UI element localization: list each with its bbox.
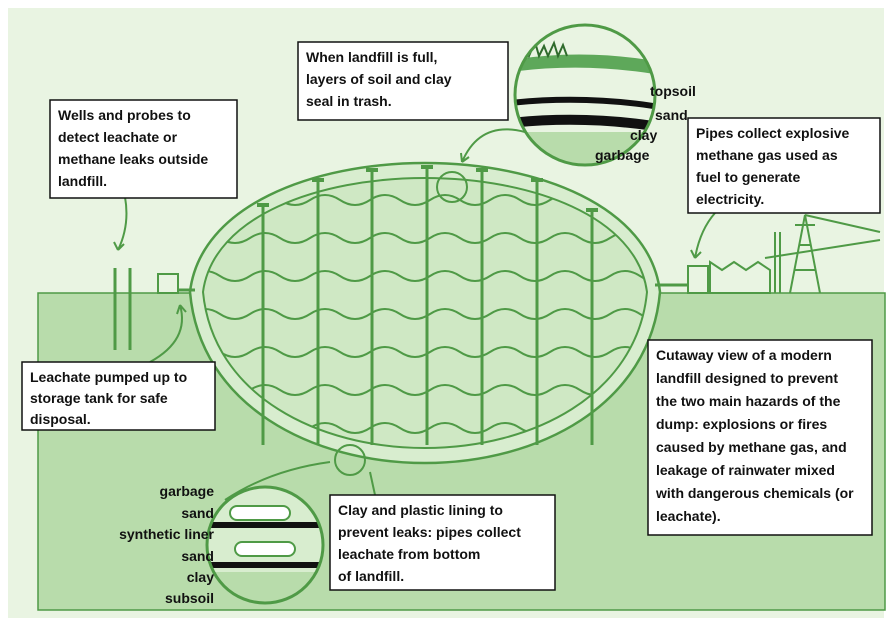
- callout-text: leachate).: [656, 508, 721, 524]
- leader: [113, 196, 128, 251]
- callout-text: Cutaway view of a modern: [656, 347, 832, 363]
- callout-box: [647, 339, 873, 536]
- layer-label: clay: [187, 569, 214, 585]
- callout-text: Wells and probes to: [58, 107, 191, 123]
- waste-line: [203, 232, 647, 244]
- tank: [687, 265, 709, 294]
- callout-text: with dangerous chemicals (or: [655, 485, 854, 501]
- labels: Wells and probes to detect leachate or met…: [21, 41, 881, 606]
- leader: [149, 304, 187, 363]
- callout-box: [329, 494, 556, 591]
- callout-text: landfill.: [58, 173, 107, 189]
- layer-label: garbage: [595, 147, 650, 163]
- callout-text: leachate from bottom: [338, 546, 480, 562]
- gas-pipes: [257, 165, 598, 445]
- waste-line: [203, 308, 647, 320]
- callout-text: Pipes collect explosive: [696, 125, 850, 141]
- leader: [224, 461, 331, 501]
- callout-text: fuel to generate: [696, 169, 800, 185]
- layer-label: topsoil: [650, 83, 696, 99]
- layer-label: sand: [655, 107, 688, 123]
- waste-line: [203, 384, 647, 396]
- magnifier-rim: [513, 23, 657, 167]
- layer-label: clay: [630, 127, 657, 143]
- callout-box: [687, 117, 881, 214]
- callout-text: When landfill is full,: [306, 49, 437, 65]
- callout-text: methane gas used as: [696, 147, 838, 163]
- callout-text: caused by methane gas, and: [656, 439, 847, 455]
- callout-text: the two main hazards of the: [656, 393, 841, 409]
- callout-text: Leachate pumped up to: [30, 369, 187, 385]
- detail-circle: [334, 444, 366, 476]
- leader: [369, 471, 376, 496]
- callout-text: disposal.: [30, 411, 91, 427]
- layer-label: subsoil: [165, 590, 214, 606]
- callout-text: of landfill.: [338, 568, 404, 584]
- waste-line: [203, 270, 647, 282]
- layer-label: sand: [181, 505, 214, 521]
- magnifier-rim: [205, 485, 325, 605]
- callout-text: storage tank for safe: [30, 390, 168, 406]
- pylon: [764, 214, 881, 294]
- callout-text: leakage of rainwater mixed: [656, 462, 835, 478]
- callout-text: layers of soil and clay: [306, 71, 452, 87]
- storage-tank: [157, 273, 179, 294]
- leader: [690, 212, 716, 259]
- callout-text: seal in trash.: [306, 93, 392, 109]
- callout-box: [297, 41, 509, 121]
- waste-line: [203, 346, 647, 358]
- callout-text: methane leaks outside: [58, 151, 208, 167]
- callout-text: prevent leaks: pipes collect: [338, 524, 521, 540]
- detail-circle: [436, 171, 468, 203]
- layer-label: garbage: [160, 483, 215, 499]
- magnifier-bottom: [207, 487, 323, 603]
- callout-text: landfill designed to prevent: [656, 370, 838, 386]
- chimney: [774, 232, 781, 293]
- layer-label: sand: [181, 548, 214, 564]
- callout-text: detect leachate or: [58, 129, 178, 145]
- callout-text: dump: explosions or fires: [656, 416, 827, 432]
- callout-text: Clay and plastic lining to: [338, 502, 503, 518]
- callout-box: [21, 361, 216, 431]
- leader: [460, 128, 526, 163]
- layer-label: synthetic liner: [119, 526, 214, 542]
- power-plant: [709, 260, 771, 294]
- callout-box: [49, 99, 238, 199]
- callout-text: electricity.: [696, 191, 764, 207]
